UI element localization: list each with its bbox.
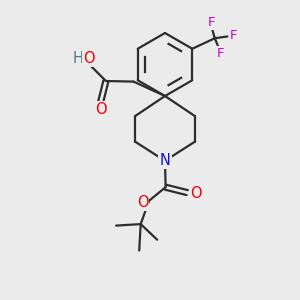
Text: H: H [73, 51, 83, 66]
Text: O: O [95, 102, 106, 117]
Text: F: F [207, 16, 215, 29]
Text: O: O [190, 186, 201, 201]
Text: O: O [137, 195, 148, 210]
Text: F: F [216, 47, 224, 60]
Text: N: N [160, 153, 170, 168]
Text: F: F [230, 29, 237, 42]
Text: O: O [83, 51, 94, 66]
